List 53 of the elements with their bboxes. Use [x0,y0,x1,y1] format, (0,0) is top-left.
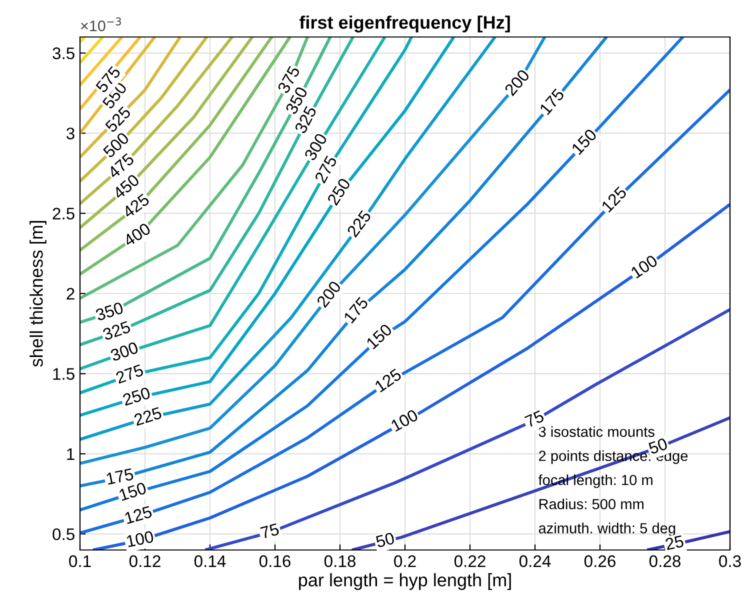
annotation: 300 [110,341,139,362]
line-series [80,37,497,441]
annotation: 150 [366,323,393,350]
x-tick-label: 0.18 [324,555,356,568]
annotation: 100 [390,408,419,432]
annotation: 325 [102,320,131,341]
x-tick-label: 0.28 [649,555,680,568]
annotation: 125 [600,186,628,213]
annotation: 400 [122,222,152,247]
annotation: 250 [122,386,151,406]
annotation: 225 [134,406,162,426]
x-tick-label: 0.1 [69,555,91,568]
annotation: 100 [126,530,154,548]
annotation: 3 isostatic mounts [538,426,654,437]
x-tick-label: 0.14 [194,555,226,568]
annotation: 200 [504,68,530,96]
annotation: 50 [375,532,395,548]
y-tick-label: 3.5 [52,47,74,60]
annotation: 150 [118,482,147,502]
text: ×10$^{−3}$ [81,17,121,32]
annotation: azimuth. width: 5 deg [538,522,676,536]
y-tick-label: 2 [66,288,74,300]
x-tick-label: 0.24 [519,555,551,568]
annotation: 225 [346,210,372,238]
x-tick-label: 0.22 [454,555,486,568]
x-tick-label: 0.16 [259,555,290,568]
annotation: 125 [124,506,152,524]
y-tick-label: 1.5 [53,368,74,380]
annotation: 75 [524,410,545,428]
y-axis-title: shell thickness [m] [30,221,46,367]
annotation: 350 [95,302,124,322]
annotation: Radius: 500 mm [539,498,644,510]
annotation: 75 [260,523,280,539]
x-tick-label: 0.2 [394,555,416,568]
y-tick-label: 3 [66,128,74,140]
x-axis-title: par length = hyp length [m] [299,573,511,590]
annotation: 125 [374,368,402,393]
annotation: 150 [571,128,598,156]
y-tick-label: 1 [67,448,74,460]
chart-title: first eigenfrequency [Hz] [299,16,510,32]
annotation: 100 [630,254,658,279]
annotation: 275 [115,364,144,384]
line-series [80,37,274,252]
annotation: 25 [664,535,684,550]
annotation: 200 [316,280,342,308]
y-tick-label: 0.5 [52,528,74,540]
annotation: 175 [539,88,565,116]
x-tick-label: 0.3 [719,555,741,568]
annotation: 525 [104,106,132,133]
annotation: 175 [343,296,369,324]
x-tick-label: 0.26 [584,555,616,568]
x-tick-label: 0.12 [129,555,160,568]
y-tick-label: 2.5 [52,208,74,220]
